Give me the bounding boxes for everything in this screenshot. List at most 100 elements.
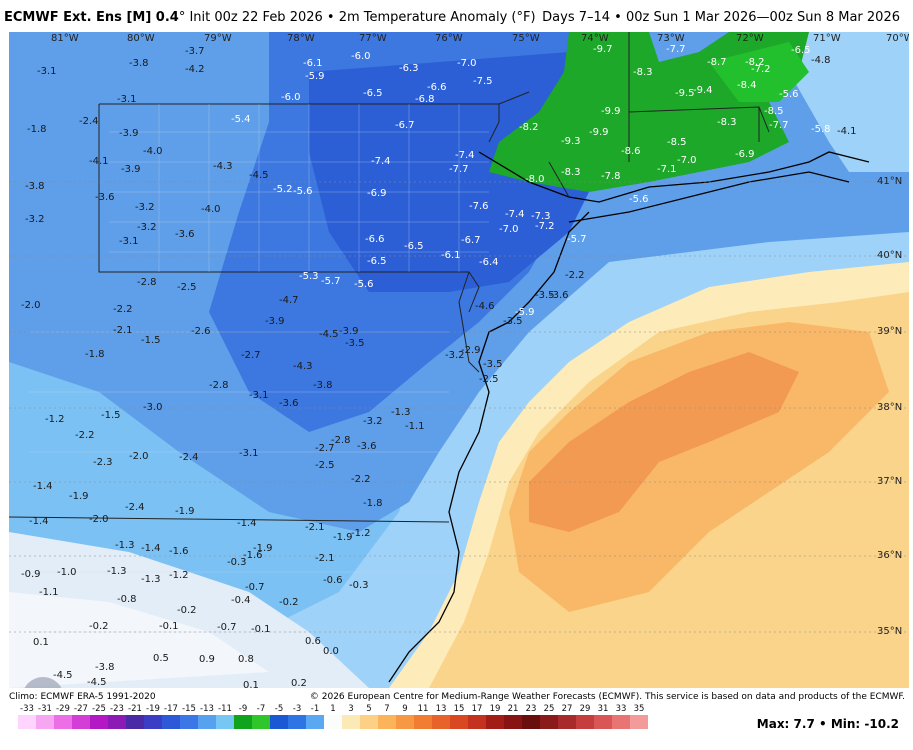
anomaly-value: -3.9 [339, 326, 359, 337]
anomaly-value: -4.1 [837, 126, 857, 137]
anomaly-value: -5.3 [299, 271, 319, 282]
latitude-labels: 41°N 40°N 39°N 38°N 37°N 36°N 35°N [877, 176, 902, 637]
anomaly-value: -0.2 [177, 605, 197, 616]
scale-swatch [36, 715, 54, 729]
anomaly-value: -1.2 [351, 528, 371, 539]
anomaly-value: -1.4 [33, 481, 53, 492]
anomaly-value: -2.0 [21, 300, 41, 311]
model-name: ECMWF Ext. Ens [M] 0.4 [4, 10, 179, 25]
scale-swatch [162, 715, 180, 729]
anomaly-value: -8.5 [764, 106, 784, 117]
anomaly-value: -8.3 [717, 117, 737, 128]
anomaly-value: -4.3 [293, 361, 313, 372]
weatherbell-logo: WEATHERBELL [22, 677, 64, 688]
graticule [9, 181, 909, 633]
anomaly-value: -2.9 [461, 345, 481, 356]
anomaly-value: -7.7 [449, 164, 469, 175]
anomaly-value: -7.0 [457, 58, 477, 69]
scale-tick-label: -1 [311, 704, 319, 714]
anomaly-value: -8.7 [707, 57, 727, 68]
anomaly-value: -1.1 [405, 421, 425, 432]
anomaly-value: -8.6 [621, 146, 641, 157]
scale-swatch [144, 715, 162, 729]
anomaly-value: -3.8 [313, 380, 333, 391]
anomaly-value: -6.4 [479, 257, 499, 268]
anomaly-value: -2.3 [93, 457, 113, 468]
scale-swatch [324, 715, 342, 729]
anomaly-value: -4.5 [249, 170, 269, 181]
anomaly-value: -4.2 [185, 64, 205, 75]
anomaly-value: -9.7 [593, 44, 613, 55]
anomaly-value: -3.6 [357, 441, 377, 452]
anomaly-value: -8.2 [519, 122, 539, 133]
anomaly-value: -8.3 [633, 67, 653, 78]
anomaly-value: -3.1 [239, 448, 259, 459]
anomaly-value: -4.6 [475, 301, 495, 312]
scale-tick-label: 5 [366, 704, 371, 714]
scale-swatch [198, 715, 216, 729]
climo-note: Climo: ECMWF ERA-5 1991-2020 [9, 692, 156, 702]
anomaly-value: -3.6 [95, 192, 115, 203]
anomaly-value: 0.8 [238, 654, 254, 665]
anomaly-value: -7.8 [601, 171, 621, 182]
anomaly-value: -8.0 [525, 174, 545, 185]
anomaly-value: 0.0 [323, 646, 339, 657]
anomaly-value: -1.6 [243, 550, 263, 561]
anomaly-value: -9.4 [693, 85, 713, 96]
lon-label: 73°W [657, 33, 685, 44]
lat-label: 38°N [877, 402, 902, 413]
anomaly-value: -1.3 [391, 407, 411, 418]
anomaly-value: -3.7 [185, 46, 205, 57]
anomaly-value: -5.7 [567, 234, 587, 245]
anomaly-value: -6.9 [735, 149, 755, 160]
anomaly-value: 0.1 [33, 637, 49, 648]
anomaly-value: -2.2 [351, 474, 371, 485]
map-svg: -3.1 -3.8 -3.7 -4.2 -3.1 -1.8 -2.4 -3.9 -4.1 -3.9… [9, 32, 909, 688]
scale-swatch [360, 715, 378, 729]
anomaly-value: -2.5 [315, 460, 335, 471]
anomaly-value: -8.5 [667, 137, 687, 148]
anomaly-value: -7.4 [371, 156, 391, 167]
anomaly-value: -2.5 [177, 282, 197, 293]
anomaly-value: -7.4 [455, 150, 475, 161]
anomaly-value: -3.5 [483, 359, 503, 370]
anomaly-value: -5.9 [305, 71, 325, 82]
valid-period: Days 7–14 • 00z Sun 1 Mar 2026—00z Sun 8… [542, 10, 900, 25]
scale-swatch [540, 715, 558, 729]
anomaly-value: -6.0 [281, 92, 301, 103]
anomaly-value: -7.1 [657, 164, 677, 175]
anomaly-value: -6.8 [415, 94, 435, 105]
lon-label: 70°W [886, 33, 909, 44]
scale-swatch [450, 715, 468, 729]
anomaly-value: -5.6 [779, 89, 799, 100]
scale-tick-label: -17 [164, 704, 178, 714]
anomaly-value: -0.3 [349, 580, 369, 591]
anomaly-value: -1.3 [115, 540, 135, 551]
scale-tick-label: -19 [146, 704, 160, 714]
scale-swatch [594, 715, 612, 729]
anomaly-value: -0.7 [217, 622, 237, 633]
anomaly-value: -4.1 [89, 156, 109, 167]
anomaly-value: -1.4 [141, 543, 161, 554]
anomaly-value: -1.5 [101, 410, 121, 421]
anomaly-value: -0.2 [279, 597, 299, 608]
anomaly-value: -1.9 [333, 532, 353, 543]
anomaly-value: -3.9 [265, 316, 285, 327]
lat-label: 36°N [877, 550, 902, 561]
anomaly-value: -1.4 [237, 518, 257, 529]
anomaly-value: -5.4 [231, 114, 251, 125]
anomaly-value: -3.8 [25, 181, 45, 192]
anomaly-value: -1.9 [253, 543, 273, 554]
anomaly-value: -1.0 [57, 567, 77, 578]
anomaly-value: -1.5 [141, 335, 161, 346]
scale-tick-label: 21 [508, 704, 519, 714]
anomaly-value: -4.5 [87, 677, 107, 688]
scale-tick-label: -21 [128, 704, 142, 714]
scale-swatch [252, 715, 270, 729]
map-header: ECMWF Ext. Ens [M] 0.4° Init 00z 22 Feb … [0, 0, 913, 32]
anomaly-value: -3.0 [143, 402, 163, 413]
lon-label: 79°W [204, 33, 232, 44]
anomaly-value: -3.6 [279, 398, 299, 409]
scale-tick-label: 31 [598, 704, 609, 714]
anomaly-value: -3.5 [503, 316, 523, 327]
